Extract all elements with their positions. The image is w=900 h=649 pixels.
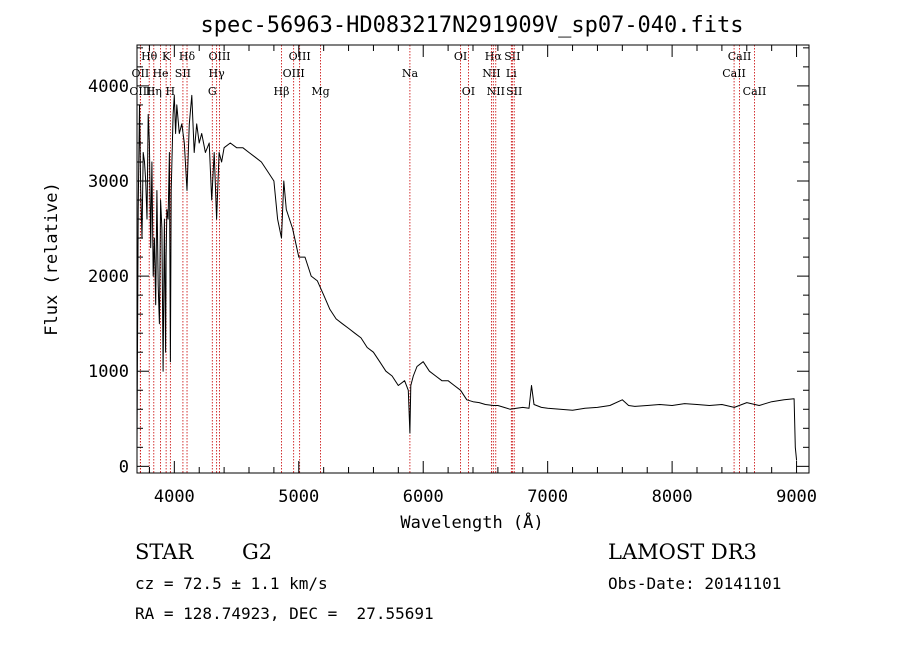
spectral-line-label: Li xyxy=(506,67,517,80)
redshift-readout: cz = 72.5 ± 1.1 km/s xyxy=(135,574,328,593)
x-tick-label: 5000 xyxy=(278,487,319,507)
spectral-line-label: Na xyxy=(402,67,419,80)
plot-frame xyxy=(136,44,810,474)
y-tick-label: 2000 xyxy=(88,267,129,287)
survey-name: LAMOST DR3 xyxy=(608,540,757,564)
chart-title: spec-56963-HD083217N291909V_sp07-040.fit… xyxy=(200,13,743,38)
x-tick-label: 8000 xyxy=(652,487,693,507)
spectral-line-label: OI xyxy=(462,85,475,98)
spectral-line-label: G xyxy=(208,85,217,98)
spectral-line-label: Hθ xyxy=(141,50,158,63)
y-tick-label: 0 xyxy=(119,457,129,477)
spectrum-series xyxy=(136,94,798,461)
spectrum-line xyxy=(136,94,798,461)
spectral-line-label: OIII xyxy=(289,50,311,63)
spectral-subclass: G2 xyxy=(242,540,273,564)
x-tick-label: 7000 xyxy=(527,487,568,507)
spectral-line-label: K xyxy=(162,50,171,63)
x-axis-label: Wavelength (Å) xyxy=(400,511,543,533)
spectral-line-label: NII xyxy=(482,67,500,80)
spectral-line-label: OIII xyxy=(208,50,230,63)
spectral-line-label: CaII xyxy=(743,85,767,98)
spectral-line-label: Hβ xyxy=(274,85,290,98)
spectral-line-label: Hα xyxy=(485,50,503,63)
spectral-line-label: CaII xyxy=(728,50,752,63)
spectral-line-label: Hδ xyxy=(179,50,196,63)
y-axis-label: Flux (relative) xyxy=(42,182,62,336)
y-tick-label: 1000 xyxy=(88,362,129,382)
spectral-line-label: H xyxy=(166,85,176,98)
spectral-line-label: OIII xyxy=(129,85,151,98)
spectral-line-label: SII xyxy=(175,67,191,80)
spectral-line-label: He xyxy=(152,67,168,80)
spectral-line-label: NII xyxy=(487,85,505,98)
spectral-line-label: OIII xyxy=(283,67,305,80)
y-tick-label: 4000 xyxy=(88,77,129,97)
spectral-line-label: SII xyxy=(506,85,522,98)
spectral-line-label: CaII xyxy=(722,67,746,80)
axis-ticks: 4000 5000 6000 7000 8000 9000 0 1000 2000 3000 400… xyxy=(88,45,817,507)
x-tick-label: 6000 xyxy=(403,487,444,507)
x-tick-label: 9000 xyxy=(776,487,817,507)
x-tick-label: 4000 xyxy=(154,487,195,507)
spectral-line-label: OI xyxy=(454,50,467,63)
spectral-line-label: Hγ xyxy=(209,67,226,80)
spectral-line-label: Mg xyxy=(311,85,329,98)
y-tick-label: 3000 xyxy=(88,172,129,192)
spectral-line-label: SII xyxy=(504,50,520,63)
observation-date: Obs-Date: 20141101 xyxy=(608,574,782,593)
coordinates-readout: RA = 128.74923, DEC = 27.55691 xyxy=(135,604,434,623)
spectral-line-label: Hη xyxy=(146,85,162,98)
object-class: STAR xyxy=(135,540,194,564)
